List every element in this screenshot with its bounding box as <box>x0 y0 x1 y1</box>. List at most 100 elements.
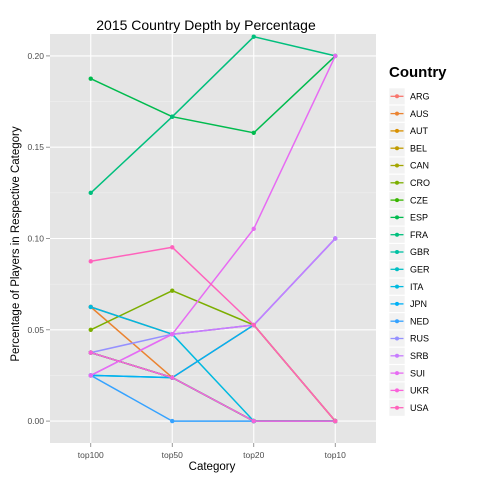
legend-item-ned: NED <box>388 312 430 330</box>
legend-label: CZE <box>410 195 428 205</box>
x-tick-label: top50 <box>162 450 184 460</box>
legend-key-point <box>395 284 399 289</box>
legend-items: ARG AUS AUT BEL CAN CRO CZE ESP FRA GBR GER ITA JPN N… <box>388 87 430 417</box>
series-line-sui <box>90 55 336 377</box>
legend-label: CAN <box>410 161 429 171</box>
legend-label: JPN <box>410 299 427 309</box>
y-axis-ticks: 0.00 0.05 0.10 0.15 0.20 <box>27 51 50 426</box>
legend-label: ARG <box>410 92 430 102</box>
data-point-cro <box>170 288 175 293</box>
data-point-esp <box>88 76 93 81</box>
legend-label: NED <box>410 316 430 326</box>
legend-key-point <box>395 232 399 237</box>
legend-label: USA <box>410 403 429 413</box>
y-tick-label: 0.10 <box>27 234 44 244</box>
series-line-fra <box>90 35 336 194</box>
legend-key-point <box>395 94 399 99</box>
data-point-ukr <box>170 375 175 380</box>
legend-key-point <box>395 301 399 306</box>
series-line-usa <box>90 246 336 422</box>
legend-key-point <box>395 319 399 324</box>
data-point-fra <box>170 114 175 119</box>
legend-title: Country <box>389 64 447 81</box>
data-point-usa <box>170 245 175 250</box>
chart-title: 2015 Country Depth by Percentage <box>96 17 316 33</box>
legend-key-point <box>395 267 399 272</box>
legend-label: BEL <box>410 143 427 153</box>
series-lines <box>90 35 336 422</box>
legend-item-cro: CRO <box>388 174 430 192</box>
x-axis-ticks: top100 top50 top20 top10 <box>78 443 346 460</box>
legend-label: ITA <box>410 282 423 292</box>
series-line-ukr <box>90 351 336 422</box>
legend-label: AUS <box>410 109 429 119</box>
data-point-sui <box>333 53 338 59</box>
y-tick-label: 0.00 <box>27 416 44 426</box>
data-point-sui <box>251 226 256 232</box>
legend-label: ESP <box>410 213 428 223</box>
legend-key-point <box>395 198 399 203</box>
series-line-esp <box>90 55 336 134</box>
legend-item-bel: BEL <box>388 139 427 157</box>
y-axis-label: Percentage of Players in Respective Cate… <box>10 126 22 361</box>
legend-key-point <box>395 405 399 410</box>
legend-item-arg: ARG <box>388 87 430 106</box>
legend-label: SRB <box>410 351 429 361</box>
data-point-sui <box>170 331 175 337</box>
legend-item-ita: ITA <box>388 277 423 296</box>
legend-item-ukr: UKR <box>388 381 430 400</box>
legend-item-sui: SUI <box>388 364 425 382</box>
legend-item-usa: USA <box>388 399 429 417</box>
legend-item-aus: AUS <box>388 105 429 123</box>
x-tick-label: top10 <box>325 450 347 460</box>
data-point-esp <box>251 130 256 135</box>
legend: Country ARG AUS AUT BEL CAN CRO CZE ESP FRA GBR GE… <box>388 64 447 417</box>
data-point-ned <box>170 418 175 424</box>
legend-key-point <box>395 353 399 358</box>
data-point-ita <box>88 304 93 310</box>
legend-key-point <box>395 128 399 133</box>
x-tick-label: top100 <box>78 450 104 460</box>
legend-key-point <box>395 388 399 393</box>
data-point-srb <box>333 236 338 241</box>
data-point-fra <box>251 34 256 39</box>
legend-key-point <box>395 111 399 116</box>
legend-item-gbr: GBR <box>388 243 430 261</box>
series-points <box>88 34 338 424</box>
y-tick-label: 0.20 <box>27 51 44 61</box>
legend-item-rus: RUS <box>388 329 429 348</box>
legend-key-point <box>395 336 399 341</box>
legend-item-srb: SRB <box>388 347 429 365</box>
legend-key-point <box>395 146 399 151</box>
data-point-sui <box>88 373 93 378</box>
legend-key-point <box>395 163 399 168</box>
legend-item-can: CAN <box>388 156 429 175</box>
legend-label: CRO <box>410 178 430 188</box>
data-point-usa <box>333 418 338 424</box>
legend-label: FRA <box>410 230 428 240</box>
legend-label: AUT <box>410 126 429 136</box>
data-point-usa <box>251 322 256 328</box>
legend-key-point <box>395 371 399 376</box>
legend-item-aut: AUT <box>388 122 429 140</box>
data-point-ukr <box>251 418 256 424</box>
data-point-fra <box>88 190 93 196</box>
legend-label: RUS <box>410 334 429 344</box>
data-point-ukr <box>88 350 93 355</box>
y-tick-label: 0.05 <box>27 325 44 335</box>
data-point-usa <box>88 259 93 264</box>
legend-label: UKR <box>410 386 430 396</box>
legend-item-esp: ESP <box>388 208 428 227</box>
y-tick-label: 0.15 <box>27 142 44 152</box>
legend-label: GBR <box>410 247 430 257</box>
x-tick-label: top20 <box>243 450 265 460</box>
x-axis-label: Category <box>189 461 236 473</box>
legend-item-fra: FRA <box>388 226 428 244</box>
legend-key-point <box>395 250 399 254</box>
legend-item-jpn: JPN <box>388 295 427 313</box>
legend-item-ger: GER <box>388 260 430 279</box>
legend-label: GER <box>410 265 430 275</box>
legend-key-point <box>395 180 399 185</box>
legend-label: SUI <box>410 368 425 378</box>
